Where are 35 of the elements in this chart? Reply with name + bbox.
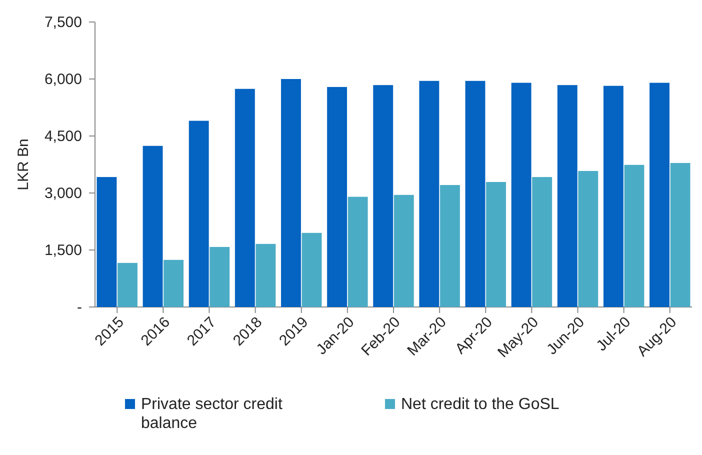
- bar: [557, 85, 578, 307]
- y-tick-label: -: [77, 298, 82, 316]
- bar: [486, 182, 506, 307]
- bar: [532, 177, 552, 307]
- bar: [419, 80, 440, 307]
- bar: [603, 86, 624, 307]
- bar: [394, 194, 414, 307]
- bar: [256, 244, 276, 307]
- bar: [188, 120, 209, 307]
- bar: [281, 79, 301, 307]
- y-tick-label: 6,000: [44, 70, 82, 88]
- bar: [624, 164, 644, 307]
- bar: [96, 177, 117, 307]
- y-tick-label: 7,500: [44, 14, 82, 31]
- bar: [142, 146, 163, 307]
- bar: [327, 86, 348, 307]
- bar: [118, 262, 138, 307]
- bar: [465, 80, 486, 307]
- bar: [650, 82, 670, 307]
- y-tick-label: 1,500: [44, 242, 82, 259]
- bar: [578, 170, 598, 307]
- legend-label: Net credit to the GoSL: [401, 396, 560, 413]
- y-axis-title: LKR Bn: [15, 138, 32, 190]
- bar: [348, 196, 368, 307]
- y-tick-label: 4,500: [44, 128, 82, 145]
- bar: [670, 162, 690, 307]
- bar: [234, 88, 255, 307]
- y-tick-label: 3,000: [44, 184, 82, 202]
- legend-label: Private sector credit balance: [141, 396, 283, 432]
- bar: [511, 82, 532, 307]
- bar: [210, 246, 230, 307]
- bar: [373, 85, 394, 307]
- bar: [302, 232, 322, 307]
- bar: [440, 185, 460, 307]
- bar: [164, 260, 184, 307]
